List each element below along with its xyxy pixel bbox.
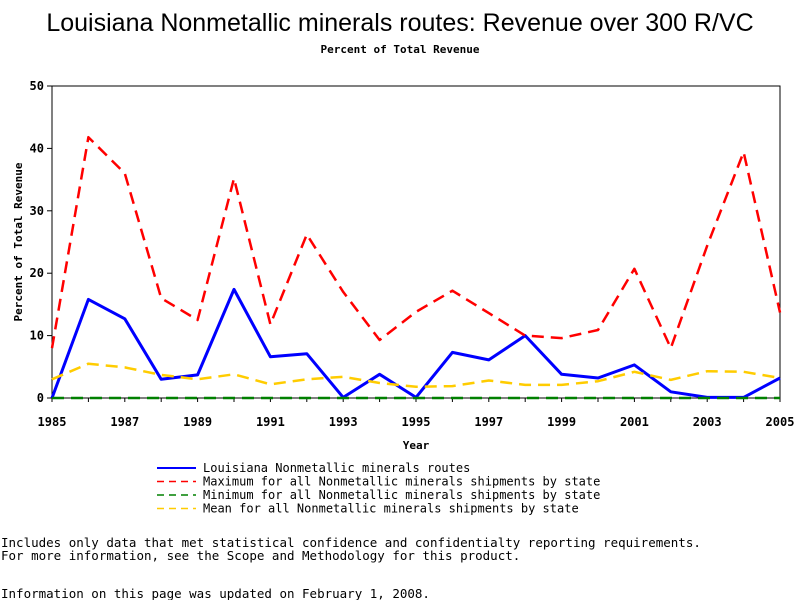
- footnote-line-3: Information on this page was updated on …: [1, 586, 430, 600]
- y-tick-label: 50: [30, 79, 44, 93]
- y-axis-label: Percent of Total Revenue: [12, 162, 25, 321]
- plot-area: 0 10 20 30 40 50 1985 1987 1989 1991 1993 1995 1997 1…: [30, 79, 795, 429]
- chart-subtitle: Percent of Total Revenue: [321, 43, 480, 56]
- legend: Louisiana Nonmetallic minerals routesMax…: [157, 461, 600, 516]
- x-tick-label: 1985: [38, 415, 67, 429]
- x-tick-label: 1991: [256, 415, 285, 429]
- y-tick-label: 10: [30, 329, 44, 343]
- y-tick-label: 30: [30, 204, 44, 218]
- plot-frame: [51, 85, 781, 399]
- x-tick-label: 1989: [183, 415, 212, 429]
- footnote-line-1: Includes only data that met statistical …: [1, 535, 701, 550]
- x-tick-label: 1993: [329, 415, 358, 429]
- x-tick-label: 1999: [547, 415, 576, 429]
- series-line-2: [50, 135, 782, 350]
- footnote-line-2: For more information, see the Scope and …: [1, 548, 520, 563]
- y-tick-label: 40: [30, 141, 44, 155]
- y-tick-label: 20: [30, 266, 44, 280]
- x-axis-label: Year: [403, 439, 430, 452]
- x-tick-label: 2003: [693, 415, 722, 429]
- x-tick-label: 1997: [474, 415, 503, 429]
- y-tick-label: 0: [37, 391, 44, 405]
- x-tick-label: 2001: [620, 415, 649, 429]
- series-line-1: [50, 287, 781, 399]
- legend-label-4: Mean for all Nonmetallic minerals shipme…: [203, 502, 579, 516]
- series-line-4: [51, 362, 781, 389]
- legend-label-1: Louisiana Nonmetallic minerals routes: [203, 461, 470, 475]
- chart-title: Louisiana Nonmetallic minerals routes: R…: [46, 9, 753, 37]
- x-tick-label: 1987: [110, 415, 139, 429]
- legend-label-3: Minimum for all Nonmetallic minerals shi…: [203, 488, 600, 502]
- x-tick-label: 1995: [402, 415, 431, 429]
- legend-label-2: Maximum for all Nonmetallic minerals shi…: [203, 475, 600, 489]
- x-tick-label: 2005: [766, 415, 795, 429]
